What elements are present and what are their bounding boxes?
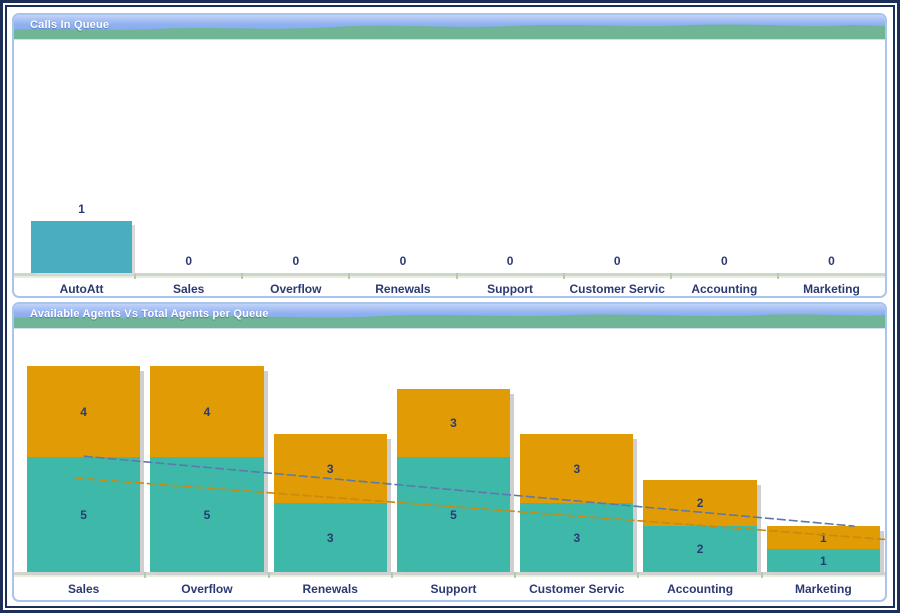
value-label-total-customer-servic: 3 [573,461,581,476]
x-axis [14,572,885,575]
panel-available-vs-total-agents: Available Agents Vs Total Agents per Que… [12,302,887,602]
segment-available-accounting[interactable] [643,526,757,572]
window-inner-border [5,5,895,608]
axis-tick [562,273,565,279]
axis-tick [514,572,517,578]
bar-stack-overflow[interactable] [150,365,264,572]
available-agents-header: Available Agents Vs Total Agents per Que… [14,304,885,329]
value-label-support: 0 [506,254,514,268]
total-agents-trend [74,477,885,541]
category-label-customer-servic: Customer Servic [569,282,665,296]
category-label-autoatt: AutoAtt [59,282,104,296]
calls-in-queue-chart: 1 AutoAtt 0 Sales 0 Overflow 0 Renewals 0 Support… [14,40,885,296]
segment-total-customer-servic[interactable] [520,434,634,504]
value-label-customer-servic: 0 [613,254,621,268]
bar-stack-support[interactable] [396,388,511,572]
category-label-renewals: Renewals [302,582,358,596]
bar-stack-renewals[interactable] [273,434,387,572]
bar-autoatt[interactable] [31,221,133,273]
category-label-renewals: Renewals [375,282,431,296]
value-label-available-overflow: 5 [203,507,211,522]
segment-available-support[interactable] [396,457,511,572]
value-label-autoatt: 1 [78,202,85,217]
available-vs-total-agents-chart: 4 5 Sales 4 5 Overflow 3 3 Renewals 3 5 Support 3 3 Cu… [14,329,885,600]
value-label-renewals: 0 [399,254,407,268]
category-label-marketing: Marketing [795,582,852,596]
category-label-sales: Sales [67,582,100,596]
axis-tick [267,572,270,578]
category-label-customer-servic: Customer Servic [529,582,625,596]
bar-stack-marketing[interactable] [766,526,880,572]
bar-stack-accounting[interactable] [643,480,757,572]
axis-tick [348,273,351,279]
trendlines-overlay [74,455,885,541]
segment-total-renewals[interactable] [273,434,387,504]
calls-in-queue-header: Calls In Queue [14,15,885,40]
segment-total-sales[interactable] [27,365,141,458]
value-label-available-renewals: 3 [326,530,334,545]
category-label-support: Support [430,582,477,596]
segment-available-renewals[interactable] [273,503,387,572]
segment-available-customer-servic[interactable] [520,503,634,572]
value-label-total-overflow: 4 [203,404,211,419]
category-label-overflow: Overflow [181,582,233,596]
header-wave-decoration [14,24,885,39]
category-label-sales: Sales [173,282,205,296]
value-label-available-customer-servic: 3 [573,530,581,545]
segment-total-overflow[interactable] [150,365,264,458]
x-axis-underline [14,575,885,577]
value-label-total-marketing: 1 [820,530,827,545]
bar-stack-sales[interactable] [27,365,141,572]
segment-available-overflow[interactable] [150,457,264,572]
value-label-available-support: 5 [450,507,457,522]
category-label-support: Support [487,282,534,296]
segment-total-accounting[interactable] [643,480,757,527]
segment-available-marketing[interactable] [766,549,880,572]
axis-tick [776,273,779,279]
x-axis [14,273,885,276]
value-label-available-sales: 5 [80,507,87,522]
axis-tick [637,572,640,578]
value-label-accounting: 0 [720,254,728,268]
axis-tick [669,273,672,279]
axis-tick [241,273,244,279]
value-label-marketing: 0 [828,254,835,268]
value-label-overflow: 0 [292,254,300,268]
category-label-accounting: Accounting [691,282,758,296]
axis-tick [455,273,458,279]
value-label-available-accounting: 2 [696,542,704,557]
category-label-accounting: Accounting [667,582,734,596]
header-wave-decoration [14,314,885,328]
available-agents-trend [83,455,855,527]
category-label-marketing: Marketing [803,282,860,296]
category-label-overflow: Overflow [270,282,322,296]
panel-title: Calls In Queue [30,19,110,31]
axis-tick [134,273,137,279]
segment-available-sales[interactable] [27,457,141,572]
value-label-total-sales: 4 [80,404,87,419]
value-label-total-renewals: 3 [326,461,334,476]
segment-total-support[interactable] [396,388,511,458]
bar-stack-customer-servic[interactable] [520,434,634,572]
panel-title: Available Agents Vs Total Agents per Que… [30,308,269,320]
axis-tick [390,572,393,578]
axis-tick [144,572,147,578]
value-label-total-accounting: 2 [696,496,704,511]
panel-calls-in-queue: Calls In Queue 1 AutoAtt 0 Sales 0 Overflow 0 R… [12,13,887,298]
value-label-sales: 0 [185,254,193,268]
value-label-total-support: 3 [450,415,457,430]
x-axis-underline [14,276,885,278]
value-label-available-marketing: 1 [820,553,827,568]
axis-tick [760,572,763,578]
